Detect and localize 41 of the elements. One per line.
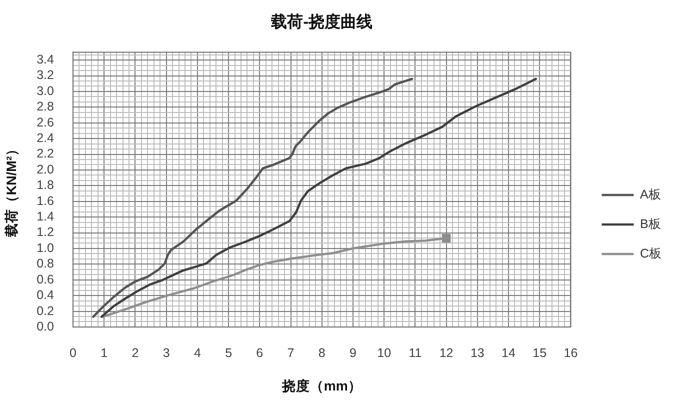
y-tick-label: 3.4 (36, 52, 54, 67)
x-tick-label: 3 (162, 346, 170, 360)
y-tick-label: 1.6 (36, 194, 54, 208)
legend-label: C板 (640, 246, 662, 260)
y-axis-title: 载荷（KN/M²） (4, 142, 19, 238)
x-tick-label: 12 (439, 346, 454, 360)
x-tick-label: 4 (194, 346, 201, 360)
x-tick-label: 13 (470, 346, 484, 360)
x-tick-label: 14 (502, 346, 516, 360)
y-tick-label: 2.8 (36, 100, 54, 114)
x-tick-label: 7 (287, 346, 294, 360)
x-tick-label: 9 (349, 346, 356, 360)
legend-label: A板 (640, 187, 662, 202)
x-tick-label: 1 (100, 346, 108, 360)
y-tick-label: 2.4 (36, 131, 54, 146)
y-tick-label: 0.4 (36, 288, 54, 302)
y-tick-label: 1.4 (36, 210, 54, 224)
x-tick-label: 0 (70, 346, 77, 360)
chart-title: 载荷-挠度曲线 (270, 12, 373, 32)
y-tick-label: 2.0 (36, 162, 54, 176)
y-tick-label: 2.2 (36, 146, 54, 161)
x-tick-label: 6 (256, 346, 264, 360)
y-tick-label: 2.6 (36, 115, 54, 130)
x-tick-label: 8 (318, 346, 326, 360)
y-tick-label: 0.8 (36, 256, 54, 271)
x-tick-label: 2 (132, 346, 139, 360)
x-tick-label: 5 (225, 346, 232, 360)
y-tick-label: 0.0 (36, 319, 54, 334)
x-tick-label: 11 (408, 346, 422, 360)
y-tick-label: 0.2 (36, 304, 54, 318)
y-tick-label: 3.2 (36, 68, 54, 82)
x-tick-label: 16 (564, 346, 578, 360)
y-tick-label: 1.2 (36, 225, 54, 240)
x-axis-title: 挠度（mm） (280, 378, 362, 394)
y-tick-label: 0.6 (36, 272, 54, 286)
x-tick-label: 15 (532, 346, 547, 360)
x-tick-label: 10 (377, 346, 392, 360)
legend-label: B板 (640, 216, 662, 231)
y-tick-label: 1.8 (36, 178, 54, 192)
y-tick-label: 3.0 (36, 84, 54, 98)
y-tick-label: 1.0 (36, 240, 54, 255)
